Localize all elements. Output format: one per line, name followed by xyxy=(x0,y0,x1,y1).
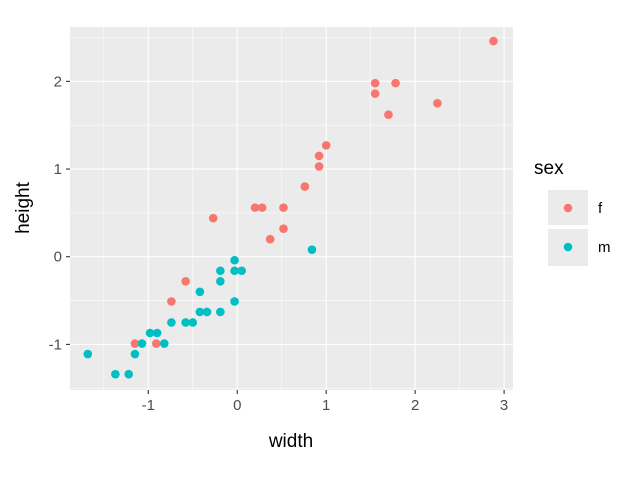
legend-title: sex xyxy=(534,158,564,179)
data-point-m xyxy=(181,318,190,327)
data-point-m xyxy=(145,328,155,338)
data-point-f xyxy=(370,78,380,88)
x-axis-label: width xyxy=(268,431,313,452)
data-point-m xyxy=(83,349,93,359)
x-tick-label: 3 xyxy=(500,397,508,414)
data-point-m xyxy=(307,245,317,255)
data-point-m xyxy=(230,255,239,265)
data-point-f xyxy=(384,110,393,119)
data-point-f xyxy=(489,36,498,46)
data-point-f xyxy=(208,213,218,223)
data-point-m xyxy=(137,339,147,348)
data-point-m xyxy=(195,307,205,317)
data-point-f xyxy=(130,339,140,348)
data-point-f xyxy=(265,234,275,244)
data-point-m xyxy=(124,369,134,379)
data-point-f xyxy=(279,203,288,212)
y-axis-label: height xyxy=(13,181,34,233)
data-point-f xyxy=(250,203,260,212)
data-point-f xyxy=(300,182,310,191)
data-point-f xyxy=(321,141,331,150)
legend: sex f m xyxy=(534,158,611,266)
data-point-f xyxy=(181,276,190,286)
plot-panel xyxy=(70,27,513,390)
x-axis: -1 0 1 2 3 xyxy=(142,390,508,414)
legend-marker-f xyxy=(563,203,573,213)
data-point-m xyxy=(195,287,205,297)
x-tick-label: 1 xyxy=(322,397,330,414)
data-point-f xyxy=(167,297,176,306)
data-point-m xyxy=(237,266,246,276)
data-point-m xyxy=(202,307,212,317)
y-tick-label: 2 xyxy=(54,73,62,90)
legend-marker-m xyxy=(563,242,573,252)
y-tick-label: 1 xyxy=(54,161,62,178)
x-tick-label: 0 xyxy=(233,397,241,414)
data-point-f xyxy=(151,339,161,348)
data-point-f xyxy=(257,203,267,212)
data-point-m xyxy=(216,266,225,276)
data-point-m xyxy=(159,339,169,348)
data-point-m xyxy=(152,328,162,338)
y-axis: -1 0 1 2 xyxy=(49,73,70,353)
data-point-m xyxy=(230,266,239,276)
y-tick-label: -1 xyxy=(49,336,62,353)
y-tick-label: 0 xyxy=(54,249,62,266)
x-tick-label: 2 xyxy=(411,397,419,414)
data-point-m xyxy=(188,318,198,327)
data-point-f xyxy=(279,224,288,233)
data-point-m xyxy=(216,276,225,286)
data-point-f xyxy=(314,151,324,161)
data-point-f xyxy=(314,162,324,171)
x-tick-label: -1 xyxy=(142,397,155,414)
data-point-m xyxy=(216,307,225,317)
data-point-f xyxy=(391,78,400,88)
data-point-f xyxy=(433,98,442,108)
data-points xyxy=(83,36,498,379)
data-point-m xyxy=(230,297,239,306)
data-point-m xyxy=(167,318,176,327)
legend-label-m: m xyxy=(598,239,611,256)
data-point-f xyxy=(370,89,380,98)
data-point-m xyxy=(130,349,140,359)
legend-label-f: f xyxy=(598,200,603,217)
data-point-m xyxy=(111,369,120,379)
